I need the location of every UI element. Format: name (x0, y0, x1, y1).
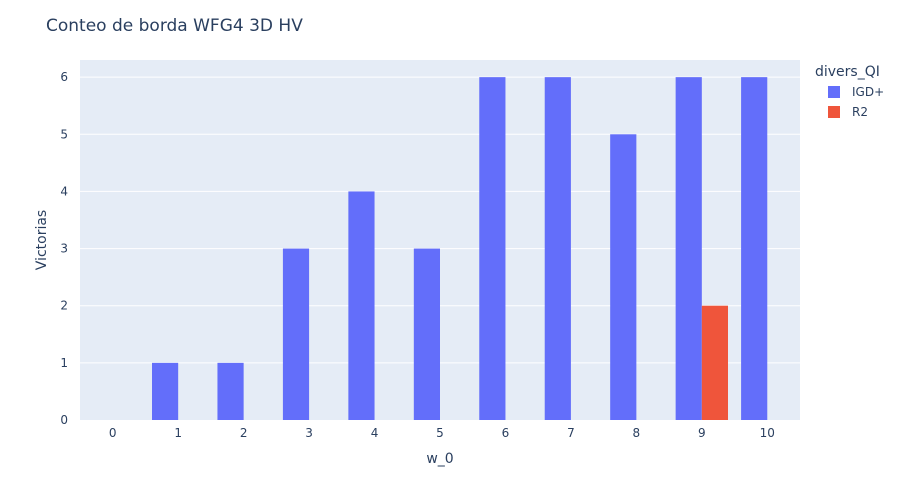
bar-igd-4[interactable] (348, 191, 375, 420)
legend-swatch[interactable] (828, 86, 840, 98)
bar-r2-9[interactable] (701, 305, 728, 420)
bar-igd-5[interactable] (413, 248, 440, 420)
legend: divers_QI IGD+ R2 (815, 64, 884, 119)
x-tick-label: 8 (633, 426, 641, 440)
x-tick-label: 10 (760, 426, 775, 440)
bar-igd-1[interactable] (152, 362, 179, 420)
x-tick-label: 0 (109, 426, 117, 440)
x-tick-label: 1 (174, 426, 182, 440)
y-axis-ticks: 0 1 2 3 4 5 6 (60, 70, 68, 427)
bar-igd-7[interactable] (544, 77, 571, 421)
y-tick-label: 2 (60, 299, 68, 313)
legend-label[interactable]: IGD+ (852, 85, 884, 99)
x-tick-label: 6 (502, 426, 510, 440)
legend-title: divers_QI (815, 64, 880, 80)
y-axis-title: Victorias (34, 210, 50, 270)
x-axis-ticks: 0 1 2 3 4 5 6 7 8 9 10 (109, 426, 775, 440)
x-tick-label: 7 (567, 426, 575, 440)
bar-igd-2[interactable] (217, 362, 244, 420)
chart-title: Conteo de borda WFG4 3D HV (46, 16, 303, 36)
y-tick-label: 5 (60, 127, 68, 141)
y-tick-label: 3 (60, 242, 68, 256)
bar-igd-10[interactable] (741, 77, 768, 421)
bars (152, 77, 768, 421)
bar-igd-8[interactable] (610, 134, 637, 421)
bar-igd-9[interactable] (675, 77, 702, 421)
y-tick-label: 4 (60, 184, 68, 198)
bar-igd-6[interactable] (479, 77, 506, 421)
y-tick-label: 0 (60, 413, 68, 427)
x-tick-label: 4 (371, 426, 379, 440)
y-tick-label: 1 (60, 356, 68, 370)
legend-label[interactable]: R2 (852, 105, 868, 119)
bar-igd-3[interactable] (282, 248, 310, 420)
x-tick-label: 5 (436, 426, 444, 440)
x-tick-label: 9 (698, 426, 706, 440)
x-tick-label: 2 (240, 426, 248, 440)
x-axis-title: w_0 (426, 451, 453, 467)
y-tick-label: 6 (60, 70, 68, 84)
x-tick-label: 3 (305, 426, 313, 440)
legend-swatch[interactable] (828, 106, 840, 118)
